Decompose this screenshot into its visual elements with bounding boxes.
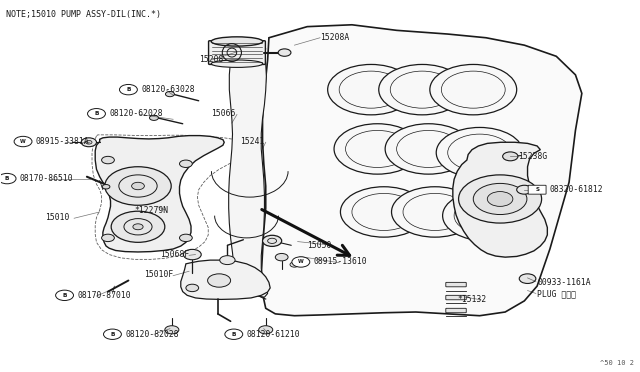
Ellipse shape bbox=[211, 37, 263, 46]
Text: B: B bbox=[5, 176, 9, 181]
Circle shape bbox=[14, 137, 32, 147]
Circle shape bbox=[81, 138, 97, 147]
Circle shape bbox=[473, 183, 527, 215]
Text: *15132: *15132 bbox=[458, 295, 486, 304]
Text: 08320-61812: 08320-61812 bbox=[550, 185, 604, 194]
Text: 15050: 15050 bbox=[307, 241, 332, 250]
FancyBboxPatch shape bbox=[209, 41, 266, 64]
Circle shape bbox=[183, 249, 201, 260]
FancyBboxPatch shape bbox=[446, 282, 467, 287]
Circle shape bbox=[166, 92, 174, 97]
Circle shape bbox=[430, 64, 516, 115]
Text: 08915-13610: 08915-13610 bbox=[314, 257, 367, 266]
Text: 08120-82028: 08120-82028 bbox=[125, 330, 179, 339]
Circle shape bbox=[436, 128, 523, 178]
Text: B: B bbox=[126, 87, 131, 92]
Circle shape bbox=[502, 152, 518, 161]
Circle shape bbox=[328, 64, 415, 115]
Circle shape bbox=[56, 290, 74, 301]
Circle shape bbox=[150, 115, 159, 121]
Circle shape bbox=[102, 156, 115, 164]
Circle shape bbox=[102, 234, 115, 241]
Circle shape bbox=[519, 274, 536, 283]
Circle shape bbox=[225, 329, 243, 339]
Circle shape bbox=[262, 235, 282, 246]
Circle shape bbox=[104, 329, 122, 339]
Text: 08915-3381A: 08915-3381A bbox=[36, 137, 90, 146]
Circle shape bbox=[516, 185, 532, 194]
Circle shape bbox=[290, 262, 299, 267]
Text: 08120-62028: 08120-62028 bbox=[109, 109, 163, 118]
Text: 15241: 15241 bbox=[240, 137, 264, 146]
Circle shape bbox=[379, 64, 466, 115]
Circle shape bbox=[275, 253, 288, 261]
Text: 08170-87010: 08170-87010 bbox=[77, 291, 131, 300]
Text: 15010: 15010 bbox=[45, 213, 70, 222]
Circle shape bbox=[120, 84, 138, 95]
Text: 00933-1161A: 00933-1161A bbox=[537, 278, 591, 287]
Circle shape bbox=[86, 140, 92, 144]
Text: 15066: 15066 bbox=[211, 109, 236, 118]
Text: B: B bbox=[62, 293, 67, 298]
Circle shape bbox=[111, 211, 165, 242]
Circle shape bbox=[179, 160, 192, 167]
Polygon shape bbox=[453, 142, 547, 257]
Circle shape bbox=[165, 326, 179, 334]
Text: S: S bbox=[535, 187, 539, 192]
Text: *12279N: *12279N bbox=[135, 206, 169, 215]
Text: NOTE;15010 PUMP ASSY-DIL(INC.*): NOTE;15010 PUMP ASSY-DIL(INC.*) bbox=[6, 10, 161, 19]
FancyBboxPatch shape bbox=[446, 295, 467, 300]
Text: 15068F: 15068F bbox=[161, 250, 189, 259]
Circle shape bbox=[278, 49, 291, 56]
Circle shape bbox=[0, 173, 16, 184]
Text: PLUG プラグ: PLUG プラグ bbox=[537, 289, 576, 298]
Circle shape bbox=[102, 185, 110, 189]
Polygon shape bbox=[261, 25, 582, 316]
Circle shape bbox=[179, 234, 192, 241]
FancyBboxPatch shape bbox=[528, 185, 546, 194]
Polygon shape bbox=[95, 136, 224, 252]
Circle shape bbox=[88, 109, 106, 119]
Circle shape bbox=[443, 190, 529, 241]
Circle shape bbox=[385, 124, 472, 174]
Circle shape bbox=[392, 187, 478, 237]
Circle shape bbox=[292, 257, 310, 267]
Text: B: B bbox=[232, 332, 236, 337]
Text: 08170-86510: 08170-86510 bbox=[20, 174, 74, 183]
Text: B: B bbox=[94, 111, 99, 116]
Text: 15238G: 15238G bbox=[518, 152, 547, 161]
Circle shape bbox=[186, 284, 198, 292]
Text: 15010F: 15010F bbox=[145, 270, 173, 279]
Circle shape bbox=[340, 187, 428, 237]
Circle shape bbox=[207, 274, 230, 287]
Text: B: B bbox=[110, 332, 115, 337]
Circle shape bbox=[132, 182, 145, 190]
Circle shape bbox=[487, 192, 513, 206]
Circle shape bbox=[459, 175, 541, 223]
FancyBboxPatch shape bbox=[446, 308, 467, 313]
Text: ^50 10 2: ^50 10 2 bbox=[600, 360, 634, 366]
Text: 08120-61210: 08120-61210 bbox=[246, 330, 300, 339]
Circle shape bbox=[133, 224, 143, 230]
Polygon shape bbox=[180, 260, 270, 299]
Text: 08120-63028: 08120-63028 bbox=[141, 85, 195, 94]
Text: 15208A: 15208A bbox=[320, 33, 349, 42]
Ellipse shape bbox=[211, 60, 263, 67]
Circle shape bbox=[220, 256, 235, 264]
Text: W: W bbox=[298, 260, 304, 264]
Text: W: W bbox=[20, 139, 26, 144]
Circle shape bbox=[105, 167, 172, 205]
Text: 15208: 15208 bbox=[198, 55, 223, 64]
Polygon shape bbox=[228, 44, 268, 297]
Circle shape bbox=[334, 124, 421, 174]
Circle shape bbox=[259, 326, 273, 334]
